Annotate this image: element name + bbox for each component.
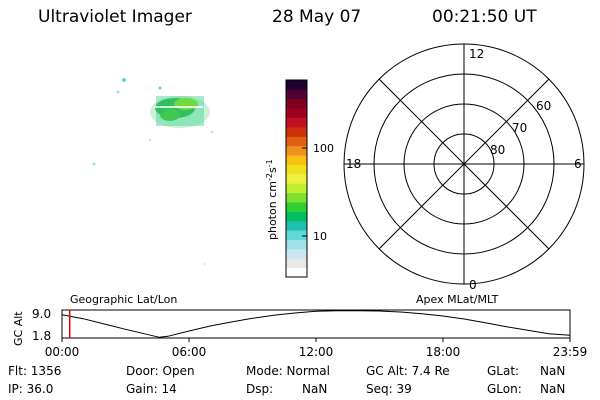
colorbar-cell <box>286 89 307 100</box>
orbit-strip-chart: Geographic Lat/Lon Apex MLat/MLT GC Alt … <box>12 293 587 359</box>
strip-right-title: Apex MLat/MLT <box>416 293 499 306</box>
strip-xtick-label: 06:00 <box>172 345 207 359</box>
mode-readout: Mode: Normal <box>246 364 330 378</box>
instrument-title: Ultraviolet Imager <box>38 7 192 27</box>
lat-label-80: 80 <box>490 143 505 157</box>
colorbar-cell <box>286 108 307 119</box>
dsp-value: NaN <box>302 382 328 396</box>
colorbar-cell <box>286 248 307 259</box>
strip-ylabel: GC Alt <box>12 311 25 346</box>
strip-xtick-label: 18:00 <box>426 345 461 359</box>
colorbar-cell <box>286 155 307 165</box>
colorbar-frame <box>285 79 308 278</box>
seq-readout: Seq: 39 <box>366 382 412 396</box>
colorbar-cell <box>286 183 307 194</box>
colorbar-cell <box>286 117 307 128</box>
mlt-label-18: 18 <box>346 157 361 171</box>
aurora-image <box>92 78 214 265</box>
date-label: 28 May 07 <box>272 7 361 27</box>
colorbar-cell <box>286 145 307 156</box>
strip-ytick-1.8: 1.8 <box>32 329 51 343</box>
dsp-label: Dsp: <box>246 382 274 396</box>
glon-label: GLon: <box>487 382 522 396</box>
gc-alt-readout: GC Alt: 7.4 Re <box>366 364 450 378</box>
mlt-label-0: 0 <box>469 278 477 292</box>
strip-xtick-label: 23:59 <box>553 345 588 359</box>
colorbar-cell <box>286 80 307 90</box>
colorbar-cell <box>286 258 307 269</box>
colorbar: 10 100 photon cm-2s-1 <box>265 79 334 278</box>
strip-xtick-label: 00:00 <box>45 345 80 359</box>
strip-ytick-9: 9.0 <box>32 307 51 321</box>
gain-readout: Gain: 14 <box>126 382 177 396</box>
time-label: 00:21:50 UT <box>432 7 537 27</box>
lat-label-60: 60 <box>536 99 551 113</box>
colorbar-cell <box>286 126 307 137</box>
colorbar-cell <box>286 230 307 240</box>
colorbar-tick-10: 10 <box>313 230 327 243</box>
lat-label-70: 70 <box>512 121 527 135</box>
colorbar-tick-100: 100 <box>313 142 334 155</box>
colorbar-cell <box>286 136 307 147</box>
ip-readout: IP: 36.0 <box>8 382 54 396</box>
strip-left-title: Geographic Lat/Lon <box>70 293 177 306</box>
colorbar-cell <box>286 211 307 222</box>
mlt-label-12: 12 <box>469 47 484 61</box>
colorbar-cell <box>286 239 307 250</box>
colorbar-cell <box>286 201 307 212</box>
colorbar-cell <box>286 164 307 175</box>
glon-value: NaN <box>540 382 566 396</box>
glat-value: NaN <box>540 364 566 378</box>
strip-xtick-label: 12:00 <box>299 345 334 359</box>
flt-readout: Flt: 1356 <box>8 364 62 378</box>
polar-plot: 12 18 6 0 60 70 80 <box>343 43 585 292</box>
colorbar-cell <box>286 173 307 184</box>
colorbar-cell <box>286 192 307 203</box>
colorbar-label: photon cm-2s-1 <box>265 159 279 240</box>
colorbar-cell <box>286 220 307 231</box>
door-readout: Door: Open <box>126 364 195 378</box>
mlt-label-6: 6 <box>574 157 582 171</box>
glat-label: GLat: <box>487 364 520 378</box>
colorbar-cell <box>286 267 307 278</box>
colorbar-cell <box>286 98 307 109</box>
gc-alt-series-line <box>61 310 571 338</box>
